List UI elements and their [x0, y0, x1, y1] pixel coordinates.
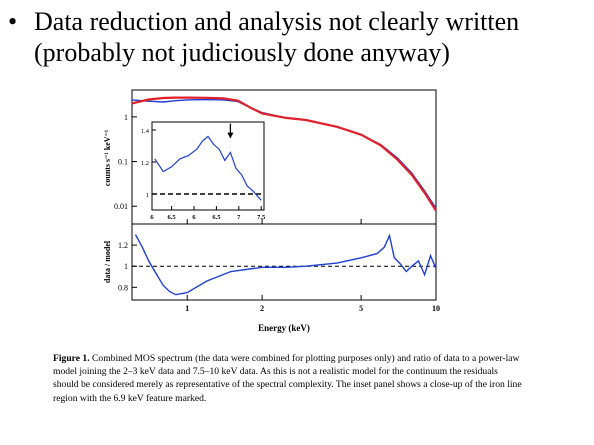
bullet-text-line-1: Data reduction and analysis not clearly … — [34, 7, 520, 36]
spectrum-figure: 1 0.1 0.01 1.2 1 0.8 1 2 5 10 1.4 1.2 1 6 6.5 6 6.5 7 7.… — [103, 89, 440, 333]
ratio-y-tick-label: 0.8 — [118, 283, 128, 292]
spectrum-y-tick-label: 1 — [124, 113, 128, 122]
bullet-point-icon: • — [8, 7, 18, 36]
arrow-head-icon — [227, 132, 234, 139]
ratio-x-tick-label: 5 — [359, 304, 363, 313]
ratio-y-label: data / model — [103, 240, 112, 283]
ratio-data-line — [134, 233, 437, 296]
inset-panel-frame — [151, 121, 265, 211]
caption-text: Combined MOS spectrum (the data were com… — [53, 353, 522, 404]
ratio-y-tick-label: 1 — [124, 262, 128, 271]
spectrum-y-label: counts s⁻¹ keV⁻¹ — [103, 129, 112, 186]
inset-y-tick-label: 1 — [146, 192, 149, 199]
inset-x-tick-label: 6 — [192, 214, 196, 221]
spectrum-y-tick-label: 0.1 — [118, 158, 128, 167]
ratio-panel-frame — [131, 223, 437, 301]
spectrum-y-tick-label: 0.01 — [114, 202, 128, 211]
inset-x-tick-label: 7.5 — [257, 214, 266, 221]
caption-label: Figure 1. — [53, 353, 90, 364]
inset-x-tick-label: 7 — [237, 214, 241, 221]
ratio-x-tick-label: 10 — [432, 304, 440, 313]
inset-data-line — [154, 135, 262, 201]
inset-y-tick-label: 1.4 — [141, 128, 150, 135]
inset-x-tick-label: 6.5 — [212, 214, 221, 221]
figure-caption: Figure 1. Combined MOS spectrum (the dat… — [53, 352, 523, 405]
ratio-x-tick-label: 1 — [185, 304, 189, 313]
ratio-y-tick-label: 1.2 — [118, 241, 128, 250]
slide-bullet: • Data reduction and analysis not clearl… — [8, 6, 588, 68]
inset-x-tick-label: 6 — [150, 214, 154, 221]
ratio-x-tick-label: 2 — [260, 304, 264, 313]
spectrum-model-line — [131, 96, 437, 212]
inset-y-tick-label: 1.2 — [141, 160, 149, 167]
inset-x-tick-label: 6.5 — [168, 214, 177, 221]
x-axis-label: Energy (keV) — [258, 323, 310, 333]
bullet-text-line-2: (probably not judiciously done anyway) — [34, 38, 450, 67]
